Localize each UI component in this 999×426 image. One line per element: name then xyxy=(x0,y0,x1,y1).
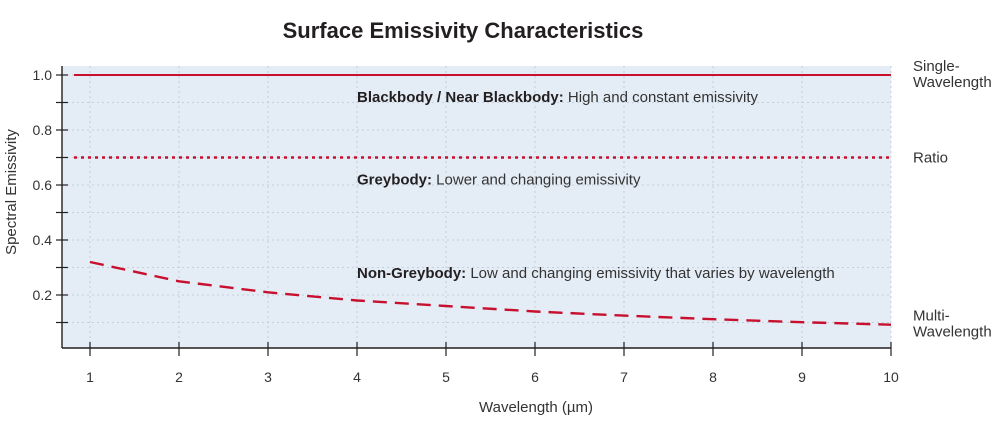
annotation-description: Lower and changing emissivity xyxy=(432,172,641,189)
x-tick-label: 6 xyxy=(531,369,539,385)
annotation-text: Greybody: Lower and changing emissivity xyxy=(357,172,641,189)
right-label: Wavelength xyxy=(913,324,992,341)
annotation-bold: Blackbody / Near Blackbody: xyxy=(357,89,564,106)
annotation-text: Blackbody / Near Blackbody: High and con… xyxy=(357,89,758,106)
chart-title: Surface Emissivity Characteristics xyxy=(283,18,644,43)
y-tick-label: 0.8 xyxy=(33,122,53,138)
annotation-bold: Greybody: xyxy=(357,172,432,189)
annotation-description: Low and changing emissivity that varies … xyxy=(466,265,835,282)
x-tick-label: 4 xyxy=(353,369,361,385)
plot-area: 1.0 0.8 0.6 0.4 0.2 1 2 3 4 5 6 7 8 9 10 Blackbody / Ne… xyxy=(33,58,992,385)
right-label: Wavelength xyxy=(913,74,992,91)
x-tick-label: 8 xyxy=(709,369,717,385)
x-tick-label: 1 xyxy=(86,369,94,385)
y-tick-label: 0.4 xyxy=(33,232,53,248)
y-tick-label: 0.6 xyxy=(33,177,53,193)
right-label: Ratio xyxy=(913,150,948,167)
x-tick-label: 3 xyxy=(264,369,272,385)
y-tick-label: 0.2 xyxy=(33,287,53,303)
annotation-description: High and constant emissivity xyxy=(564,89,759,106)
x-tick-label: 7 xyxy=(620,369,628,385)
x-tick-label: 9 xyxy=(798,369,806,385)
x-tick-label: 10 xyxy=(883,369,899,385)
right-label: Multi- xyxy=(913,308,950,325)
y-tick-label: 1.0 xyxy=(33,67,53,83)
annotation-bold: Non-Greybody: xyxy=(357,265,466,282)
y-axis-label: Spectral Emissivity xyxy=(3,129,20,255)
right-label: Single- xyxy=(913,58,960,75)
plot-background xyxy=(62,66,891,348)
x-axis-label: Wavelength (µm) xyxy=(479,399,593,416)
x-tick-label: 5 xyxy=(442,369,450,385)
annotation-text: Non-Greybody: Low and changing emissivit… xyxy=(357,265,835,282)
series-line-dashed xyxy=(89,260,892,326)
x-tick-label: 2 xyxy=(175,369,183,385)
